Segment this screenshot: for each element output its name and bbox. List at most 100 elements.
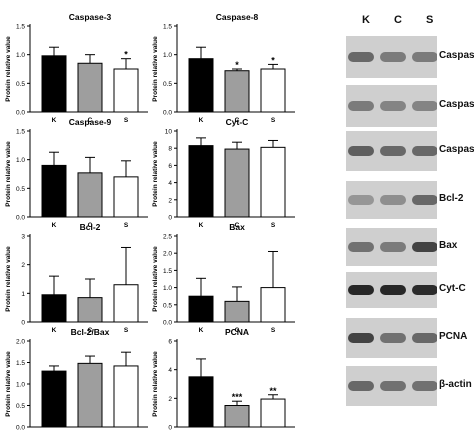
significance-mark-pcna: *** bbox=[232, 392, 243, 402]
blot-panel-bax bbox=[346, 228, 438, 266]
x-tick-label-bcl-2: K bbox=[52, 327, 57, 334]
bar-bax-c bbox=[224, 300, 250, 323]
bar-bcl-2-k bbox=[41, 294, 67, 323]
bar-caspase-3-s bbox=[113, 68, 139, 113]
y-tick-label-caspase-8: 1.0 bbox=[163, 52, 172, 59]
blot-image-cyt-c bbox=[348, 285, 438, 295]
chart-title-bcl-2-bax: Bcl-2/Bax bbox=[71, 327, 110, 337]
blot-band-caspase-9-c bbox=[380, 146, 406, 156]
blot-band-pcna-k bbox=[348, 333, 374, 343]
x-tick-label-cyt-c: C bbox=[235, 222, 240, 229]
blot-image-bax bbox=[348, 242, 438, 252]
x-tick-label-caspase-3: C bbox=[88, 117, 93, 124]
x-tick-label-caspase-9: S bbox=[124, 222, 129, 229]
bar-caspase-8-k bbox=[188, 58, 214, 113]
lane-label-c: C bbox=[394, 14, 402, 26]
significance-mark-caspase-3: * bbox=[124, 50, 128, 60]
blot-label-cyt-c: Cyt-C bbox=[439, 283, 466, 294]
y-axis-label-bax: Protein relative value bbox=[152, 246, 159, 312]
blot-band-caspase-9-s bbox=[412, 146, 438, 156]
y-tick-label-bcl-2-bax: 0.5 bbox=[16, 403, 25, 410]
bar-pcna-c bbox=[224, 405, 250, 428]
y-tick-label-caspase-3: 1.5 bbox=[16, 24, 25, 31]
y-axis-label-caspase-9: Protein relative value bbox=[5, 141, 12, 207]
blot-band-bcl-2-k bbox=[348, 195, 374, 205]
y-tick-label-bcl-2-bax: 0.0 bbox=[16, 425, 25, 431]
bar-caspase-3-c bbox=[77, 62, 103, 113]
bar-caspase-9-s bbox=[113, 176, 139, 218]
x-tick-label-bax: K bbox=[199, 327, 204, 334]
blot-band-caspase-8-c bbox=[380, 101, 406, 111]
x-tick-label-bax: S bbox=[271, 327, 276, 334]
blot-panel-bcl-2 bbox=[346, 181, 438, 219]
blot-band-caspase-9-k bbox=[348, 146, 374, 156]
bar-bcl-2-c bbox=[77, 297, 103, 323]
y-tick-label-bcl-2-bax: 1.0 bbox=[16, 382, 25, 389]
blot-band-caspase-3-s bbox=[412, 52, 438, 62]
blot-band-bcl-2-s bbox=[412, 195, 438, 205]
blot-label-bax: Bax bbox=[439, 240, 458, 251]
chart-title-cyt-c: Cyt-C bbox=[226, 117, 249, 127]
blot-band-caspase-8-k bbox=[348, 101, 374, 111]
bar-caspase-8-s bbox=[260, 68, 286, 113]
y-tick-label-cyt-c: 2 bbox=[168, 197, 172, 204]
y-tick-label-cyt-c: 0 bbox=[168, 215, 172, 222]
bar-caspase-9-c bbox=[77, 172, 103, 218]
blot-band-cyt-c-c bbox=[380, 285, 406, 295]
western-blot-area: K C S Caspase-3 Caspase-8 Caspase-9 Bcl-2 Ba… bbox=[346, 0, 474, 431]
y-tick-label-bax: 1.0 bbox=[163, 285, 172, 292]
chart-title-caspase-8: Caspase-8 bbox=[216, 12, 259, 22]
y-tick-label-bax: 0.5 bbox=[163, 302, 172, 309]
y-tick-label-caspase-3: 1.0 bbox=[16, 52, 25, 59]
bar-caspase-9-k bbox=[41, 164, 67, 218]
blot-image-caspase-3 bbox=[348, 52, 438, 62]
y-tick-label-caspase-9: 0.0 bbox=[16, 215, 25, 222]
blot-image-bcl-2 bbox=[348, 195, 438, 205]
y-tick-label-bcl-2-bax: 2.0 bbox=[16, 339, 25, 346]
bar-bcl-2-bax-s bbox=[113, 365, 139, 428]
bar-bax-k bbox=[188, 295, 214, 323]
blot-image-caspase-9 bbox=[348, 146, 438, 156]
blot-band-actin-s bbox=[412, 381, 438, 391]
blot-panel-actin bbox=[346, 366, 438, 406]
bar-cyt-c-s bbox=[260, 146, 286, 218]
y-tick-label-bax: 2.5 bbox=[163, 234, 172, 241]
blot-band-bax-c bbox=[380, 242, 406, 252]
x-tick-label-bcl-2: S bbox=[124, 327, 129, 334]
y-tick-label-cyt-c: 6 bbox=[168, 163, 172, 170]
bar-bcl-2-s bbox=[113, 284, 139, 323]
bar-pcna-k bbox=[188, 376, 214, 428]
x-tick-label-caspase-9: K bbox=[52, 222, 57, 229]
y-axis-label-pcna: Protein relative value bbox=[152, 351, 159, 417]
blot-image-caspase-8 bbox=[348, 101, 438, 111]
chart-title-bax: Bax bbox=[229, 222, 245, 232]
y-tick-label-pcna: 2 bbox=[168, 396, 172, 403]
bar-pcna-s bbox=[260, 398, 286, 428]
blot-band-caspase-3-k bbox=[348, 52, 374, 62]
bar-cyt-c-c bbox=[224, 148, 250, 218]
y-tick-label-cyt-c: 8 bbox=[168, 146, 172, 153]
blot-label-bcl-2: Bcl-2 bbox=[439, 193, 464, 204]
x-tick-label-caspase-8: C bbox=[235, 117, 240, 124]
x-tick-label-caspase-8: K bbox=[199, 117, 204, 124]
blot-label-caspase-9: Caspase-9 bbox=[439, 144, 474, 155]
y-tick-label-bcl-2: 1 bbox=[21, 291, 25, 298]
y-tick-label-pcna: 0 bbox=[168, 425, 172, 431]
y-tick-label-bcl-2-bax: 1.5 bbox=[16, 360, 25, 367]
blot-image-actin bbox=[348, 381, 438, 391]
lane-label-s: S bbox=[426, 14, 434, 26]
y-tick-label-caspase-9: 1.0 bbox=[16, 157, 25, 164]
blot-panel-caspase-8 bbox=[346, 85, 438, 127]
blot-label-caspase-8: Caspase-8 bbox=[439, 99, 474, 110]
y-tick-label-bcl-2: 0 bbox=[21, 320, 25, 327]
y-tick-label-caspase-3: 0.5 bbox=[16, 81, 25, 88]
y-tick-label-caspase-3: 0.0 bbox=[16, 110, 25, 117]
y-tick-label-bcl-2: 2 bbox=[21, 262, 25, 269]
y-tick-label-caspase-8: 0.0 bbox=[163, 110, 172, 117]
blot-band-caspase-3-c bbox=[380, 52, 406, 62]
blot-band-actin-k bbox=[348, 381, 374, 391]
y-tick-label-caspase-9: 0.5 bbox=[16, 186, 25, 193]
blot-panel-caspase-9 bbox=[346, 131, 438, 171]
blot-panel-caspase-3 bbox=[346, 36, 438, 78]
